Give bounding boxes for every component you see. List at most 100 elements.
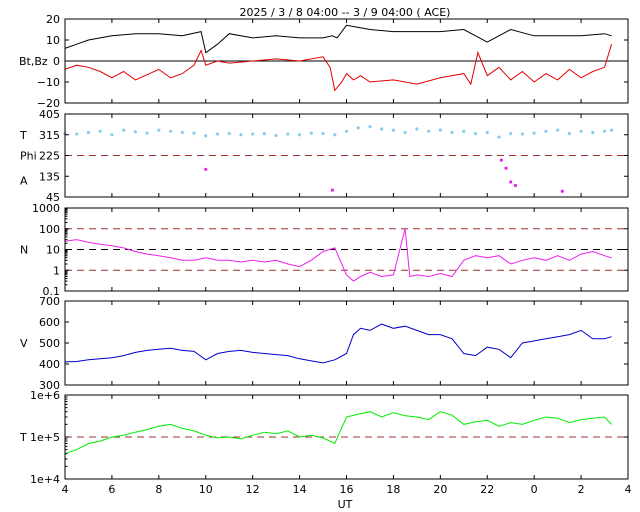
xtick-label-4: 12 [246, 483, 260, 496]
ylabel-mag-0: Bt,Bz [19, 55, 48, 68]
ylabel-density-0: N [20, 244, 28, 257]
xtick-label-9: 22 [480, 483, 494, 496]
panel-speed: 700 600 500 400 300 V [20, 295, 629, 392]
ytick-label-angle-4: 45 [46, 191, 60, 204]
point-angle-0-16 [251, 132, 255, 136]
point-angle-0-24 [344, 129, 349, 133]
xtick-label-8: 20 [433, 483, 447, 496]
point-angle-0-45 [591, 130, 595, 135]
point-angle-1-2 [499, 158, 503, 162]
point-angle-0-20 [297, 133, 302, 137]
ytick-label-speed-4: 300 [39, 379, 60, 392]
point-angle-0-25 [356, 126, 360, 130]
series-line-mag-1 [64, 44, 613, 92]
xtick-label-3: 10 [199, 483, 213, 496]
point-angle-1-5 [513, 183, 518, 188]
point-angle-0-3 [98, 129, 102, 133]
xtick-label-10: 0 [531, 483, 538, 496]
point-angle-0-12 [204, 134, 208, 138]
ytick-label-density-0: 1000 [32, 202, 60, 215]
point-angle-1-3 [504, 166, 508, 170]
point-angle-0-41 [544, 129, 548, 133]
point-angle-0-7 [145, 131, 149, 135]
point-angle-0-37 [497, 135, 501, 139]
ytick-label-speed-2: 500 [39, 337, 60, 350]
point-angle-0-44 [579, 129, 583, 133]
xtick-label-11: 2 [578, 483, 585, 496]
point-angle-0-26 [368, 125, 372, 129]
point-angle-0-5 [122, 128, 126, 132]
point-angle-0-23 [333, 133, 337, 137]
point-angle-0-33 [450, 130, 454, 135]
ytick-label-density-4: 0.1 [43, 285, 61, 298]
ytick-label-angle-0: 405 [39, 108, 60, 121]
ylabel-angle-2: A [20, 174, 28, 187]
ytick-label-mag-1: 10 [46, 34, 60, 47]
point-angle-0-43 [567, 131, 571, 136]
point-angle-0-22 [321, 131, 325, 136]
ytick-label-speed-0: 700 [39, 295, 60, 308]
ytick-label-speed-1: 600 [39, 316, 60, 329]
point-angle-0-1 [75, 132, 79, 136]
point-angle-0-31 [427, 129, 431, 133]
point-angle-0-11 [192, 131, 196, 135]
panel-mag: 20 10 0 −10 −20 Bt,Bz [19, 13, 629, 110]
ytick-label-temperature-0: 1e+6 [30, 389, 60, 402]
point-angle-0-6 [133, 130, 137, 134]
point-angle-0-2 [86, 130, 91, 135]
point-angle-0-36 [485, 130, 489, 135]
ytick-label-mag-4: −20 [37, 97, 60, 110]
xtick-label-1: 6 [108, 483, 115, 496]
ylabel-angle-0: T [19, 129, 27, 142]
point-angle-0-34 [462, 129, 466, 133]
xtick-label-2: 8 [155, 483, 162, 496]
point-angle-0-46 [602, 129, 607, 133]
point-angle-0-47 [609, 128, 614, 132]
ylabel-speed-0: V [20, 337, 28, 350]
point-angle-0-18 [274, 133, 278, 138]
point-angle-0-15 [239, 133, 243, 137]
ytick-label-angle-1: 315 [39, 129, 60, 142]
point-angle-0-10 [180, 130, 184, 135]
point-angle-0-21 [309, 131, 313, 135]
ytick-label-density-3: 1 [53, 264, 60, 277]
panel-density: 1000 100 10 1 0.1 N [20, 202, 629, 298]
ytick-label-mag-3: −10 [37, 76, 60, 89]
point-angle-0-13 [215, 132, 220, 136]
panel-temperature: 1e+6 1e+5 1e+4 T [19, 389, 629, 486]
point-angle-0-17 [262, 131, 266, 136]
xtick-label-12: 4 [625, 483, 632, 496]
point-angle-0-30 [415, 127, 419, 131]
point-angle-0-27 [380, 127, 384, 131]
ylabel-angle-1: Phi [20, 150, 37, 163]
ytick-label-speed-3: 400 [39, 358, 60, 371]
point-angle-0-19 [286, 132, 290, 136]
x-axis-label: UT [338, 498, 353, 511]
panel-angle: 405 315 225 135 45 T Phi A [19, 108, 629, 204]
xtick-label-7: 18 [386, 483, 400, 496]
chart-panels: 20100−10−20Bt,Bz40531522513545TPhiA10001… [19, 13, 629, 486]
series-line-temperature-0 [64, 411, 612, 455]
panel-frame-speed [64, 300, 629, 386]
xtick-label-5: 14 [293, 483, 307, 496]
ytick-label-temperature-1: 1e+5 [30, 431, 60, 444]
point-angle-0-4 [110, 133, 114, 137]
ytick-label-temperature-2: 1e+4 [30, 473, 60, 486]
point-angle-1-4 [509, 180, 513, 184]
ylabel-temperature-0: T [19, 431, 27, 444]
point-angle-1-6 [560, 189, 564, 193]
point-angle-0-29 [403, 130, 407, 135]
ytick-label-angle-3: 135 [39, 170, 60, 183]
point-angle-1-1 [330, 188, 335, 192]
point-angle-0-39 [520, 132, 525, 136]
series-line-speed-0 [64, 323, 612, 364]
point-angle-0-9 [168, 129, 173, 133]
point-angle-0-40 [532, 131, 536, 135]
point-angle-0-32 [438, 128, 442, 132]
ytick-label-mag-2: 0 [53, 55, 60, 68]
point-angle-0-38 [509, 131, 513, 136]
point-angle-1-0 [204, 167, 208, 171]
series-line-mag-0 [64, 24, 612, 54]
xtick-label-6: 16 [340, 483, 354, 496]
